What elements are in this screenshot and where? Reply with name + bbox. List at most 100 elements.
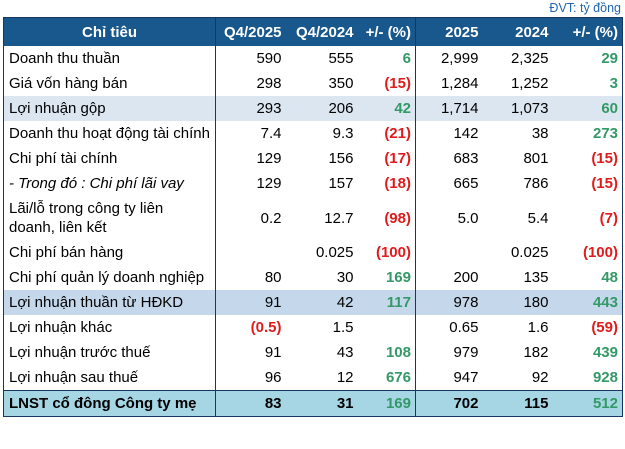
value-cell: (59) bbox=[591, 319, 618, 336]
report-page: ĐVT: tỷ đồng Chỉ tiêu Q4/2025 Q4/2024 +/- (… bbox=[3, 1, 623, 417]
table-header: Chỉ tiêu Q4/2025 Q4/2024 +/- (%) 2025 2024 +/-… bbox=[3, 17, 623, 46]
value-cell: 83 bbox=[215, 390, 286, 417]
value-cell: 169 bbox=[357, 390, 416, 417]
value-cell: 947 bbox=[453, 369, 479, 386]
value-cell: 200 bbox=[453, 269, 479, 286]
value-cell: 0.025 bbox=[510, 244, 549, 261]
table-body: Doanh thu thuần 590 555 6 2,999 2,325 29 Giá vố… bbox=[3, 46, 623, 417]
value-cell: 135 bbox=[523, 269, 549, 286]
value-cell: 157 bbox=[328, 175, 354, 192]
value-cell: 2,325 bbox=[510, 50, 549, 67]
value-cell: (17) bbox=[357, 146, 416, 171]
value-cell: 5.0 bbox=[457, 209, 479, 227]
value-cell: 7.4 bbox=[260, 125, 282, 142]
value-cell: 978 bbox=[415, 290, 483, 315]
value-cell: 182 bbox=[523, 344, 549, 361]
value-cell: 91 bbox=[215, 290, 286, 315]
row-label: Lợi nhuận gộp bbox=[3, 96, 216, 121]
value-cell: (15) bbox=[591, 150, 618, 167]
header-cell: 2025 bbox=[415, 17, 483, 46]
row-label: Doanh thu thuần bbox=[3, 46, 216, 71]
row-label: Lợi nhuận sau thuế bbox=[3, 365, 216, 391]
value-cell: 0.2 bbox=[260, 209, 282, 227]
table-row: Lợi nhuận trước thuế 91 43 108 979 182 439 bbox=[3, 340, 623, 365]
header-cell: Chỉ tiêu bbox=[3, 17, 216, 46]
value-cell: 142 bbox=[453, 125, 479, 142]
table-row: Chi phí quản lý doanh nghiệp 80 30 169 200 13… bbox=[3, 265, 623, 290]
row-label: Lợi nhuận thuần từ HĐKD bbox=[3, 290, 216, 315]
value-cell: 1,284 bbox=[440, 75, 479, 92]
value-cell: 92 bbox=[531, 369, 549, 386]
value-cell: 169 bbox=[357, 265, 416, 290]
table-row: Lợi nhuận khác (0.5) 1.5 0.65 1.6 (59) bbox=[3, 315, 623, 340]
value-cell: 590 bbox=[256, 50, 282, 67]
row-label: Giá vốn hàng bán bbox=[3, 71, 216, 96]
value-cell: (21) bbox=[357, 121, 416, 146]
row-label: Chi phí quản lý doanh nghiệp bbox=[3, 265, 216, 290]
value-cell: 273 bbox=[592, 125, 618, 142]
header-cell: 2024 bbox=[482, 17, 553, 46]
row-label: Chi phí bán hàng bbox=[3, 240, 216, 265]
value-cell: (15) bbox=[591, 175, 618, 192]
header-cell: Q4/2025 bbox=[215, 17, 286, 46]
value-cell: 5.4 bbox=[527, 209, 549, 227]
value-cell: 3 bbox=[609, 75, 618, 92]
table-row: Lãi/lỗ trong công ty liên doanh, liên kế… bbox=[3, 196, 623, 240]
value-cell: 30 bbox=[336, 269, 354, 286]
value-cell: 108 bbox=[357, 340, 416, 365]
value-cell: 665 bbox=[453, 175, 479, 192]
value-cell: (100) bbox=[357, 240, 416, 265]
value-cell bbox=[216, 240, 286, 265]
row-label: Lãi/lỗ trong công ty liên doanh, liên kế… bbox=[3, 196, 216, 240]
header-row: Chỉ tiêu Q4/2025 Q4/2024 +/- (%) 2025 2024 +/-… bbox=[3, 17, 623, 46]
value-cell: 555 bbox=[328, 50, 354, 67]
value-cell: 1,714 bbox=[415, 96, 483, 121]
value-cell bbox=[416, 240, 483, 265]
value-cell: 512 bbox=[552, 390, 623, 417]
table-row: Giá vốn hàng bán 298 350 (15) 1,284 1,252 3 bbox=[3, 71, 623, 96]
value-cell bbox=[357, 315, 416, 340]
value-cell: 12.7 bbox=[324, 209, 354, 227]
value-cell: (15) bbox=[357, 71, 416, 96]
value-cell: 31 bbox=[285, 390, 358, 417]
value-cell: 206 bbox=[285, 96, 358, 121]
value-cell: 1,073 bbox=[482, 96, 553, 121]
value-cell: 38 bbox=[531, 125, 549, 142]
row-label: Lợi nhuận khác bbox=[3, 315, 216, 340]
table-row: Chi phí bán hàng 0.025 (100) 0.025 (100) bbox=[3, 240, 623, 265]
row-label: Doanh thu hoạt động tài chính bbox=[3, 121, 216, 146]
table-row: Chi phí tài chính 129 156 (17) 683 801 (15) bbox=[3, 146, 623, 171]
value-cell: 683 bbox=[453, 150, 479, 167]
value-cell: 1.6 bbox=[527, 319, 549, 336]
value-cell: 156 bbox=[328, 150, 354, 167]
row-label: Chi phí tài chính bbox=[3, 146, 216, 171]
value-cell: 60 bbox=[552, 96, 623, 121]
financial-results-table: Chỉ tiêu Q4/2025 Q4/2024 +/- (%) 2025 2024 +/-… bbox=[3, 17, 623, 417]
value-cell: 180 bbox=[482, 290, 553, 315]
value-cell: 29 bbox=[601, 50, 618, 67]
value-cell: 115 bbox=[482, 390, 553, 417]
value-cell: 0.025 bbox=[315, 244, 354, 261]
value-cell: 42 bbox=[285, 290, 358, 315]
row-label: LNST cổ đông Công ty mẹ bbox=[3, 390, 216, 417]
value-cell: 702 bbox=[415, 390, 483, 417]
value-cell: 928 bbox=[592, 369, 618, 386]
value-cell: 96 bbox=[264, 369, 282, 386]
value-cell: 48 bbox=[601, 269, 618, 286]
value-cell: 6 bbox=[357, 46, 416, 71]
row-label: Lợi nhuận trước thuế bbox=[3, 340, 216, 365]
value-cell: (0.5) bbox=[250, 319, 282, 336]
table-row: Lợi nhuận gộp 293 206 42 1,714 1,073 60 bbox=[3, 96, 623, 121]
value-cell: 293 bbox=[215, 96, 286, 121]
value-cell: 12 bbox=[336, 369, 354, 386]
table-row: Doanh thu thuần 590 555 6 2,999 2,325 29 bbox=[3, 46, 623, 71]
value-cell: 786 bbox=[523, 175, 549, 192]
value-cell: 350 bbox=[328, 75, 354, 92]
value-cell: 443 bbox=[552, 290, 623, 315]
value-cell: 439 bbox=[592, 344, 618, 361]
header-cell: Q4/2024 bbox=[285, 17, 358, 46]
value-cell: 42 bbox=[357, 96, 416, 121]
value-cell: 1.5 bbox=[332, 319, 354, 336]
value-cell: 298 bbox=[256, 75, 282, 92]
value-cell: (98) bbox=[357, 196, 416, 240]
